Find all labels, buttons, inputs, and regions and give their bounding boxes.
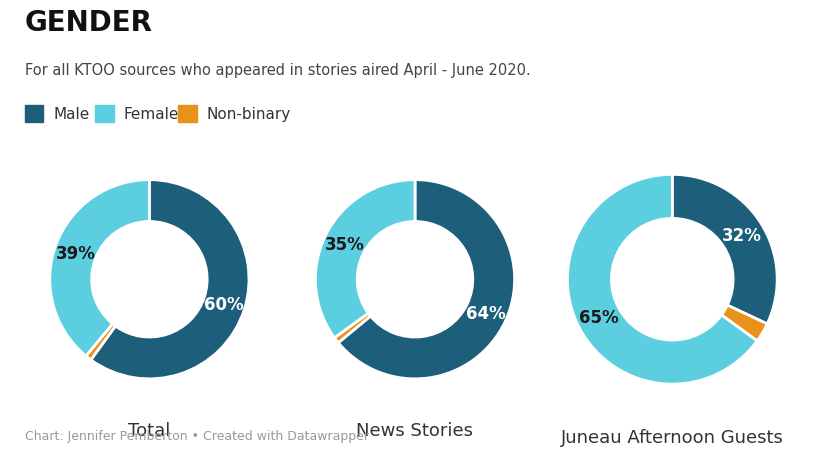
Wedge shape xyxy=(50,180,149,356)
Wedge shape xyxy=(315,180,415,338)
Text: For all KTOO sources who appeared in stories aired April - June 2020.: For all KTOO sources who appeared in sto… xyxy=(25,63,530,78)
Text: GENDER: GENDER xyxy=(25,9,153,37)
Text: News Stories: News Stories xyxy=(357,421,473,439)
Text: 60%: 60% xyxy=(204,295,244,313)
Text: Non-binary: Non-binary xyxy=(207,107,291,122)
Text: Male: Male xyxy=(53,107,90,122)
Text: 39%: 39% xyxy=(56,244,95,262)
Text: 65%: 65% xyxy=(579,308,618,326)
Wedge shape xyxy=(86,324,115,360)
Wedge shape xyxy=(672,175,777,324)
Wedge shape xyxy=(721,305,767,341)
Text: 35%: 35% xyxy=(325,235,364,253)
Wedge shape xyxy=(334,313,370,343)
Wedge shape xyxy=(90,180,249,379)
Text: Chart: Jennifer Pemberton • Created with Datawrapper: Chart: Jennifer Pemberton • Created with… xyxy=(25,429,369,442)
Text: Female: Female xyxy=(124,107,179,122)
Wedge shape xyxy=(339,180,515,379)
Text: Juneau Afternoon Guests: Juneau Afternoon Guests xyxy=(561,428,784,446)
Text: Total: Total xyxy=(128,421,171,439)
Text: 64%: 64% xyxy=(466,304,506,322)
Text: 32%: 32% xyxy=(722,226,762,244)
Wedge shape xyxy=(568,175,757,384)
